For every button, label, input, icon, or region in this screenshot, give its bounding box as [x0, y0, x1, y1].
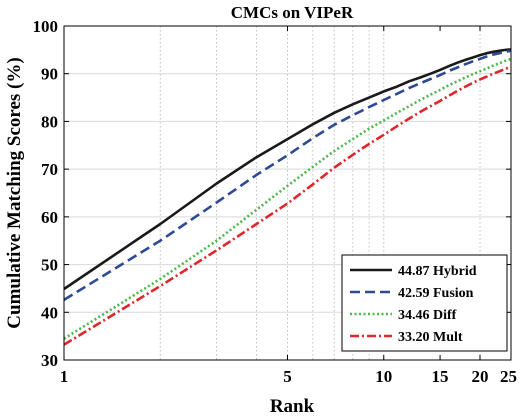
y-tick-label: 100: [33, 17, 59, 36]
legend-label: 33.20 Mult: [398, 330, 463, 345]
legend-label: 42.59 Fusion: [398, 286, 474, 301]
x-tick-label: 25: [500, 367, 517, 386]
series-lines: [63, 48, 512, 346]
x-axis-label: Rank: [270, 396, 315, 416]
series-line: [63, 49, 512, 302]
series-line: [63, 65, 512, 346]
y-tick-label: 80: [41, 112, 58, 131]
y-tick-label: 60: [41, 208, 58, 227]
x-tick-label: 15: [432, 367, 449, 386]
x-tick-label: 20: [472, 367, 489, 386]
y-tick-label: 90: [41, 65, 58, 84]
x-tick-label: 10: [375, 367, 392, 386]
x-tick-label: 1: [60, 367, 69, 386]
y-axis-label: Cumulative Matching Scores (%): [4, 57, 25, 328]
axes: [63, 25, 512, 361]
y-tick-label: 30: [41, 351, 58, 370]
x-tick-label: 5: [283, 367, 292, 386]
y-tick-label: 50: [41, 256, 58, 275]
legend: 44.87 Hybrid 42.59 Fusion 34.46 Diff 33.20 …: [341, 254, 508, 352]
series-line: [63, 57, 512, 340]
y-tick-label: 40: [41, 303, 58, 322]
chart-title: CMCs on VIPeR: [231, 3, 354, 22]
legend-label: 34.46 Diff: [398, 308, 457, 323]
y-tick-label: 70: [41, 160, 58, 179]
legend-label: 44.87 Hybrid: [398, 264, 477, 279]
series-line: [63, 48, 512, 291]
